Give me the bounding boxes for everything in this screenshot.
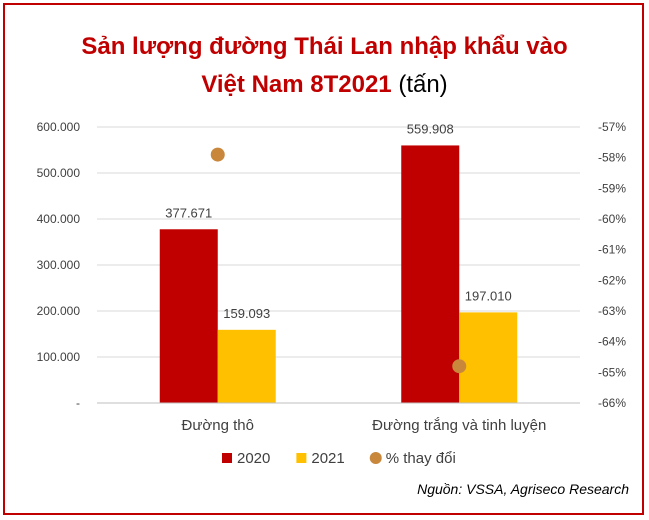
x-category-label: Đường trắng và tinh luyện [372,417,546,434]
change-marker [452,359,467,374]
bar-2021 [217,329,276,403]
y2-tick-label: -62% [598,273,626,287]
legend-label: % thay đổi [386,450,456,467]
bar-2020 [159,229,218,403]
title-line-1: Sản lượng đường Thái Lan nhập khẩu vào [81,33,568,60]
legend-swatch-2020 [222,453,232,463]
y-tick-label: 300.000 [37,258,81,272]
y-tick-label: 400.000 [37,212,81,226]
y2-tick-label: -66% [598,396,626,410]
change-marker [210,147,225,162]
y2-tick-label: -58% [598,151,626,165]
y2-tick-label: -65% [598,365,626,379]
y-tick-label: 200.000 [37,304,81,318]
legend-label: 2021 [311,450,344,467]
legend-marker-change [369,452,382,464]
chart-frame [3,3,644,515]
data-label: 197.010 [465,288,512,303]
y2-tick-label: -57% [598,120,626,134]
y-tick-label: - [76,396,80,410]
data-label: 377.671 [165,205,212,220]
y2-tick-label: -61% [598,243,626,257]
legend-swatch-2021 [296,453,307,463]
title-line-2: Việt Nam 8T2021 (tấn) [0,66,649,104]
title-unit: (tấn) [398,71,448,98]
title-line-2-text: Việt Nam 8T2021 [201,71,392,98]
y2-tick-label: -59% [598,181,626,195]
x-category-label: Đường thô [182,417,254,434]
y2-tick-label: -64% [598,335,626,349]
y2-tick-label: -63% [598,304,626,318]
bar-2021 [459,312,518,403]
source-note: Nguồn: VSSA, Agriseco Research [417,481,629,497]
y-tick-label: 100.000 [37,350,81,364]
y2-tick-label: -60% [598,212,626,226]
y-tick-label: 500.000 [37,166,81,180]
data-label: 159.093 [223,306,270,321]
y-tick-label: 600.000 [37,120,81,134]
data-label: 559.908 [407,121,454,136]
chart-title: Sản lượng đường Thái Lan nhập khẩu vào V… [0,28,649,104]
bar-2020 [401,145,460,403]
legend-label: 2020 [237,450,270,467]
